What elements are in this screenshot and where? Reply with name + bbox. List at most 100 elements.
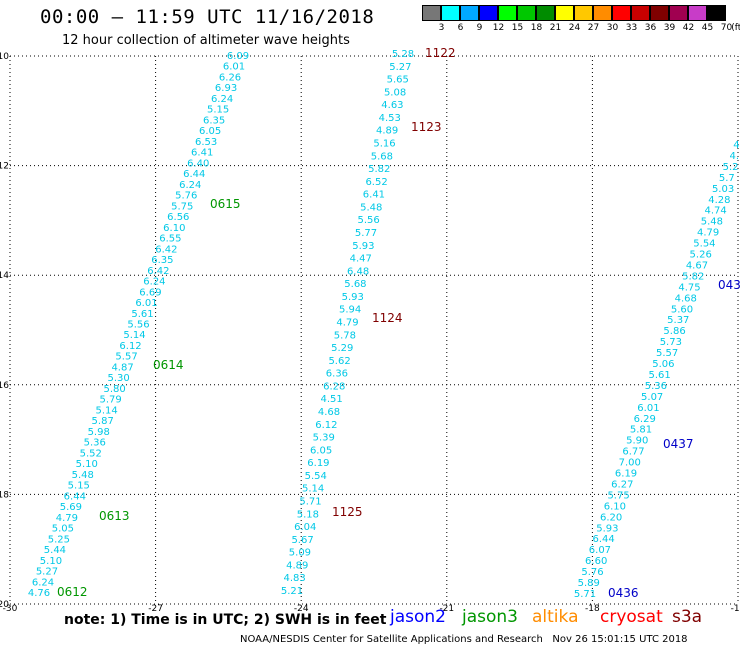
legend-label: 24 xyxy=(568,23,581,33)
wave-height-label: 5.26 xyxy=(690,250,712,261)
wave-height-label: 5.77 xyxy=(355,228,377,239)
wave-height-label: 5.69 xyxy=(60,502,82,513)
satellite-label: jason2 xyxy=(390,607,446,627)
wave-height-label: 6.24 xyxy=(211,94,233,105)
wave-height-label: 5.79 xyxy=(100,395,122,406)
wave-height-label: 6.20 xyxy=(600,512,622,523)
wave-height-label: 5.14 xyxy=(302,484,324,495)
wave-height-label: 5.27 xyxy=(36,567,58,578)
wave-height-label: 5.73 xyxy=(660,337,682,348)
wave-height-label: 5.62 xyxy=(328,356,350,367)
legend-swatch xyxy=(707,5,726,21)
wave-height-label: 5.07 xyxy=(641,392,663,403)
legend-swatch xyxy=(479,5,498,21)
lat-tick-label: -10 xyxy=(0,52,9,62)
legend-swatch xyxy=(555,5,574,21)
legend-label: 18 xyxy=(530,23,543,33)
lon-tick-label: -18 xyxy=(585,604,600,614)
lon-tick-label: -27 xyxy=(148,604,163,614)
wave-height-label: 6.56 xyxy=(167,212,189,223)
wave-height-label: 6.01 xyxy=(637,403,659,414)
wave-height-label: 6.40 xyxy=(187,158,209,169)
lat-tick-label: -14 xyxy=(0,271,9,281)
legend-label: 27 xyxy=(587,23,600,33)
time-label: 0615 xyxy=(210,197,241,211)
wave-height-label: 5.54 xyxy=(305,471,327,482)
time-label: 1125 xyxy=(332,505,363,519)
wave-height-label: 5.09 xyxy=(289,548,311,559)
legend-label: 12 xyxy=(492,23,505,33)
wave-height-label: 5.61 xyxy=(649,370,671,381)
wave-height-label: 6.28 xyxy=(323,381,345,392)
wave-height-label: 6.44 xyxy=(64,491,86,502)
wave-height-label: 5.14 xyxy=(96,405,118,416)
legend-label: 36 xyxy=(644,23,657,33)
wave-height-label: 5.36 xyxy=(84,438,106,449)
wave-height-label: 5.60 xyxy=(671,304,693,315)
map-title: 00:00 – 11:59 UTC 11/16/2018 xyxy=(40,6,375,28)
wave-height-label: 4.79 xyxy=(56,513,78,524)
wave-height-label: 4.83 xyxy=(284,573,306,584)
wave-height-label: 6.52 xyxy=(365,177,387,188)
wave-height-label: 5.93 xyxy=(596,523,618,534)
time-label: 0437 xyxy=(663,437,694,451)
wave-height-label: 5.81 xyxy=(630,425,652,436)
wave-height-label: 5.56 xyxy=(127,320,149,331)
wave-height-label: 4. xyxy=(733,140,740,151)
wave-height-label: 5.68 xyxy=(344,279,366,290)
wave-height-label: 6.42 xyxy=(155,244,177,255)
legend-swatch xyxy=(517,5,536,21)
time-label: 043 xyxy=(718,278,740,292)
legend-swatch xyxy=(631,5,650,21)
wave-height-label: 6.01 xyxy=(223,62,245,73)
legend-label: 21 xyxy=(549,23,562,33)
wave-height-label: 4.75 xyxy=(678,282,700,293)
wave-height-label: 5.52 xyxy=(80,448,102,459)
wave-height-label: 4.68 xyxy=(318,407,340,418)
lon-tick-label: -15 xyxy=(731,604,740,614)
legend-swatch xyxy=(688,5,707,21)
lat-tick-label: -16 xyxy=(0,381,9,391)
map-subtitle: 12 hour collection of altimeter wave hei… xyxy=(62,33,350,48)
legend-swatch xyxy=(650,5,669,21)
wave-height-label: 5.16 xyxy=(373,139,395,150)
footer-note: note: 1) Time is in UTC; 2) SWH is in fe… xyxy=(64,612,387,628)
wave-height-label: 5.89 xyxy=(578,578,600,589)
wave-height-label: 5.71 xyxy=(299,497,321,508)
wave-height-label: 7.00 xyxy=(619,458,641,469)
wave-height-label: 6.53 xyxy=(195,137,217,148)
wave-height-label: 5.87 xyxy=(92,416,114,427)
time-label: 1124 xyxy=(372,311,403,325)
legend-label: 9 xyxy=(476,23,483,33)
wave-height-label: 5.37 xyxy=(667,315,689,326)
wave-height-label: 4.79 xyxy=(336,318,358,329)
wave-height-label: 5.2 xyxy=(723,162,739,173)
wave-height-label: 6.44 xyxy=(183,169,205,180)
wave-height-label: 5.15 xyxy=(68,481,90,492)
legend-swatch xyxy=(612,5,631,21)
wave-height-label: 5.10 xyxy=(40,556,62,567)
wave-height-label: 5.93 xyxy=(342,292,364,303)
legend-label: 42 xyxy=(682,23,695,33)
wave-height-label: 6.01 xyxy=(135,298,157,309)
wave-height-label: 6.05 xyxy=(199,126,221,137)
wave-height-label: 5.80 xyxy=(103,384,125,395)
time-label: 0614 xyxy=(153,358,184,372)
wave-height-label: 5.71 xyxy=(574,589,596,600)
wave-height-label: 5.15 xyxy=(207,105,229,116)
wave-height-label: 6.35 xyxy=(203,115,225,126)
wave-height-label: 6.69 xyxy=(139,287,161,298)
legend-label: 39 xyxy=(663,23,676,33)
wave-height-label: 5.36 xyxy=(645,381,667,392)
lat-tick-label: -20 xyxy=(0,600,9,610)
wave-height-label: 5.76 xyxy=(175,191,197,202)
legend-swatch xyxy=(593,5,612,21)
wave-height-label: 5.10 xyxy=(76,459,98,470)
legend-swatch xyxy=(669,5,688,21)
legend-label: 15 xyxy=(511,23,524,33)
legend-label: 70 xyxy=(720,23,733,33)
wave-height-label: 6.19 xyxy=(307,458,329,469)
wave-height-label: 5.57 xyxy=(115,352,137,363)
satellite-label: jason3 xyxy=(462,607,518,627)
